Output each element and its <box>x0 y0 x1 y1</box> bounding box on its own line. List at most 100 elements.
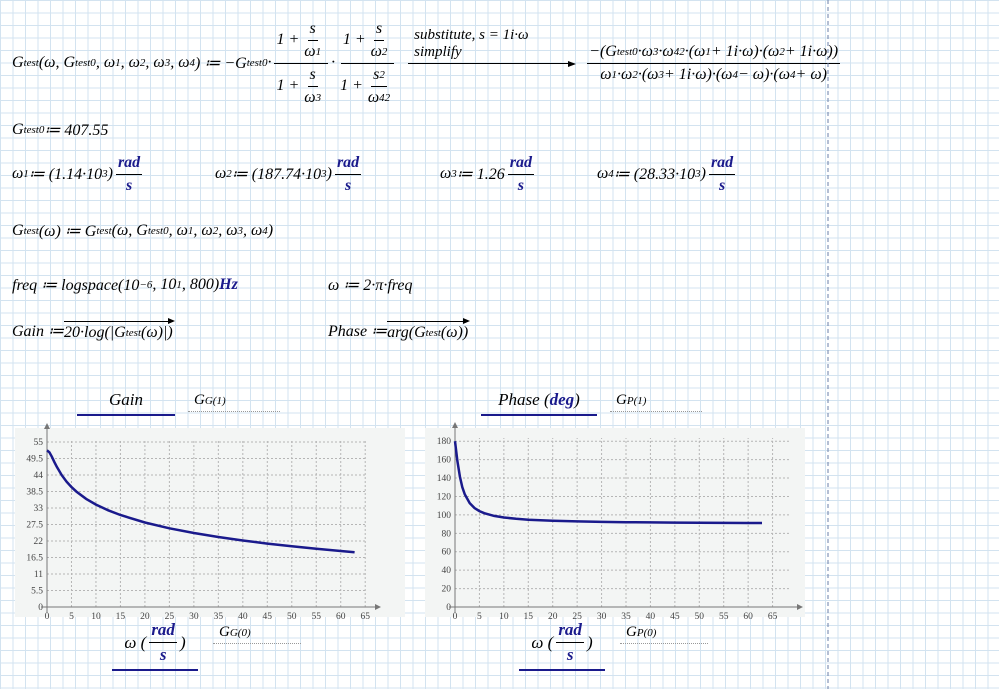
superscript: −6 <box>139 279 153 291</box>
math-text: ) <box>107 165 113 182</box>
math-text: ω ( <box>124 632 147 652</box>
math-text: ω ≔ 2·π·freq <box>328 277 413 294</box>
x-tick-label: 65 <box>768 612 778 622</box>
math-text: freq ≔ logspace(10 <box>12 277 140 294</box>
fraction: rad s <box>507 153 535 195</box>
y-tick-label: 55 <box>34 438 44 448</box>
subscript: test <box>23 225 39 237</box>
subscript: test0 <box>246 57 268 69</box>
subscript: 4 <box>673 45 680 58</box>
trace-placeholder: G G (0) <box>213 624 301 644</box>
math-text: ·ω <box>617 65 633 83</box>
math-text: ≔ 407.55 <box>44 122 109 139</box>
data-line <box>453 441 762 525</box>
math-text: , ω <box>95 54 116 71</box>
math-text: ) <box>586 632 593 652</box>
subscript: 2 <box>381 45 388 58</box>
math-text: , ω <box>168 222 188 239</box>
x-axis-label: ω (rad s) <box>519 620 605 671</box>
superscript: 1 <box>176 279 182 291</box>
y-tick-label: 60 <box>442 548 452 558</box>
axis-arrow <box>797 604 803 610</box>
y-tick-label: 22 <box>34 537 44 547</box>
superscript: 3 <box>321 168 327 180</box>
x-tick-label: 40 <box>646 612 656 622</box>
fraction: rad s <box>115 154 143 195</box>
y-tick-label: 0 <box>38 603 43 613</box>
subscript: 3 <box>237 225 244 237</box>
math-text: , 10 <box>152 276 177 293</box>
subscript: 2 <box>212 225 219 237</box>
freq-definition: freq ≔ logspace(10 −6, 10 1, 800) Hz <box>12 272 238 298</box>
y-tick-label: 140 <box>437 474 452 484</box>
math-text: (ω) ≔ G <box>38 223 97 240</box>
math-text: , ω <box>145 54 165 71</box>
x-tick-label: 60 <box>336 612 346 622</box>
subscript: 4 <box>790 68 796 81</box>
subscript: 3 <box>315 91 322 104</box>
math-text: rad <box>509 153 533 171</box>
numerator: rad <box>556 620 584 643</box>
math-text: rad <box>151 620 175 639</box>
superscript: 2 <box>679 45 685 58</box>
subscript: G <box>229 626 238 639</box>
math-text: − ω)·(ω <box>737 65 791 83</box>
subscript: 3 <box>451 168 457 180</box>
numerator: rad <box>334 154 362 175</box>
x-tick-label: 25 <box>572 612 582 622</box>
unit-fraction: rad s <box>332 154 364 195</box>
y-tick-label: 80 <box>442 529 452 539</box>
trace-placeholder: G P (0) <box>620 624 708 644</box>
math-text: G <box>12 54 24 71</box>
y-axis-label: Gain <box>77 390 175 416</box>
subscript: 4 <box>189 57 196 69</box>
denominator: s <box>717 175 727 195</box>
math-text: (ω)|) <box>141 323 173 341</box>
subscript: test0 <box>75 57 96 69</box>
denominator: s <box>516 175 526 195</box>
unit-fraction: rad s <box>113 154 145 195</box>
math-text: G <box>194 392 205 408</box>
y-tick-label: 27.5 <box>26 521 43 531</box>
data-line <box>46 449 355 554</box>
unit: Hz <box>219 276 238 293</box>
math-text: 1 + <box>340 77 363 94</box>
x-tick-label: 0 <box>45 612 50 622</box>
subscript: test0 <box>23 124 45 136</box>
numerator: s <box>373 19 385 41</box>
math-text: G <box>616 392 627 408</box>
math-text: + 1i·ω)) <box>784 42 839 60</box>
x-tick-label: 20 <box>548 612 558 622</box>
y-tick-label: 44 <box>34 471 44 481</box>
math-text: rad <box>710 153 734 171</box>
x-tick-label: 40 <box>238 612 248 622</box>
y-tick-label: 120 <box>437 492 452 502</box>
phase-definition: Phase ≔ arg(G test (ω)) <box>328 316 471 346</box>
math-text: · <box>267 54 272 71</box>
math-text: + 1i·ω)·(ω <box>710 42 780 60</box>
x-tick-label: 60 <box>743 612 753 622</box>
math-text: · <box>331 54 336 71</box>
math-text: arg(G <box>387 323 426 341</box>
x-tick-label: 30 <box>189 612 199 622</box>
subscript: 2 <box>226 168 232 180</box>
math-text: ω <box>12 165 24 182</box>
math-text: s <box>375 19 383 37</box>
subscript: G <box>204 394 213 407</box>
math-text: ω <box>304 88 316 106</box>
math-text: Phase ≔ <box>328 323 388 340</box>
subscript: 1 <box>187 225 194 237</box>
y-tick-label: 160 <box>437 456 452 466</box>
axis-arrow <box>44 423 50 429</box>
math-text: s <box>566 645 574 664</box>
y-tick-label: 0 <box>446 603 451 613</box>
